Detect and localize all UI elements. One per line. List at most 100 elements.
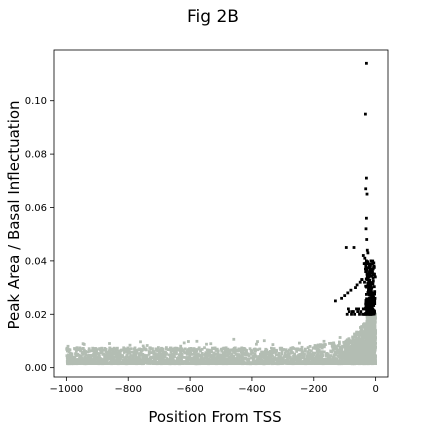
background-point xyxy=(174,359,178,363)
background-point xyxy=(231,356,235,360)
background-point xyxy=(169,350,173,354)
background-point xyxy=(87,347,91,351)
y-tick-label: 0.10 xyxy=(25,96,47,107)
highlight-point xyxy=(364,299,368,302)
background-point xyxy=(352,357,356,361)
background-point xyxy=(154,352,157,355)
highlight-point xyxy=(364,270,368,273)
highlight-point xyxy=(340,296,343,300)
x-tick-label: −1000 xyxy=(49,384,83,395)
background-point xyxy=(93,347,97,350)
background-point xyxy=(351,337,355,341)
background-point xyxy=(312,346,315,350)
background-point xyxy=(189,351,193,355)
highlight-point xyxy=(360,278,364,281)
background-point xyxy=(279,362,283,365)
background-point xyxy=(291,351,295,355)
background-point xyxy=(217,355,221,359)
y-tick-label: 0.06 xyxy=(25,203,47,214)
background-point xyxy=(240,355,244,359)
highlight-point xyxy=(352,310,355,313)
background-point xyxy=(245,349,248,352)
highlight-point xyxy=(366,283,370,286)
background-point xyxy=(256,348,259,352)
background-point xyxy=(112,346,116,350)
background-point xyxy=(289,362,293,365)
background-point xyxy=(100,348,104,352)
background-point xyxy=(370,336,374,340)
highlight-point xyxy=(369,259,373,263)
background-point xyxy=(320,352,324,356)
highlight-point xyxy=(346,291,350,295)
background-point xyxy=(165,359,169,362)
background-point xyxy=(366,335,370,339)
background-point xyxy=(326,353,330,357)
background-point xyxy=(188,347,191,351)
highlight-point xyxy=(365,297,368,301)
background-point xyxy=(310,349,313,353)
background-point xyxy=(260,350,263,354)
background-point xyxy=(177,348,181,352)
background-point xyxy=(131,354,135,358)
background-point xyxy=(280,352,284,356)
background-point xyxy=(186,359,190,363)
background-point xyxy=(340,359,344,363)
background-point xyxy=(76,358,80,361)
background-point xyxy=(367,330,371,334)
background-point xyxy=(242,352,246,355)
background-point xyxy=(70,362,74,366)
background-point xyxy=(364,347,367,350)
background-point xyxy=(223,353,227,356)
background-point xyxy=(133,349,137,353)
background-point xyxy=(249,348,253,352)
background-point xyxy=(306,346,310,349)
background-point xyxy=(178,353,182,357)
background-point xyxy=(200,352,204,356)
highlight-point xyxy=(365,293,368,296)
background-point xyxy=(145,344,149,347)
background-point xyxy=(149,359,152,363)
background-point xyxy=(270,346,273,350)
background-point xyxy=(206,360,209,363)
background-point xyxy=(153,357,156,360)
background-point xyxy=(361,337,364,340)
background-point xyxy=(330,359,334,362)
background-point xyxy=(157,359,161,363)
background-point xyxy=(94,353,97,356)
background-point xyxy=(263,352,267,356)
background-point xyxy=(96,360,99,364)
highlight-point xyxy=(366,306,370,310)
background-point xyxy=(270,350,274,354)
background-point xyxy=(97,361,101,365)
background-point xyxy=(139,360,143,364)
background-point xyxy=(286,359,290,363)
y-tick-label: 0.00 xyxy=(25,363,47,374)
background-point xyxy=(203,361,206,365)
highlight-point xyxy=(359,310,363,313)
highlight-point xyxy=(366,281,370,285)
background-point xyxy=(214,356,218,360)
background-point xyxy=(331,348,335,352)
highlight-point xyxy=(347,310,351,313)
highlight-point xyxy=(371,267,375,271)
background-point xyxy=(356,345,360,349)
background-point xyxy=(338,352,342,356)
background-point xyxy=(127,358,131,362)
background-point xyxy=(84,353,88,357)
background-point xyxy=(135,361,139,365)
background-point xyxy=(303,359,306,362)
highlight-point xyxy=(365,61,368,65)
background-point xyxy=(321,354,325,357)
background-point xyxy=(83,356,87,359)
background-point xyxy=(147,350,151,353)
background-point xyxy=(132,347,136,351)
background-point xyxy=(272,347,276,350)
background-point xyxy=(312,353,316,357)
background-point xyxy=(147,361,151,364)
background-point xyxy=(366,356,369,359)
background-point xyxy=(366,319,370,323)
background-point xyxy=(306,356,310,360)
background-point xyxy=(274,348,278,352)
highlight-point xyxy=(364,112,367,116)
background-point xyxy=(299,362,303,365)
